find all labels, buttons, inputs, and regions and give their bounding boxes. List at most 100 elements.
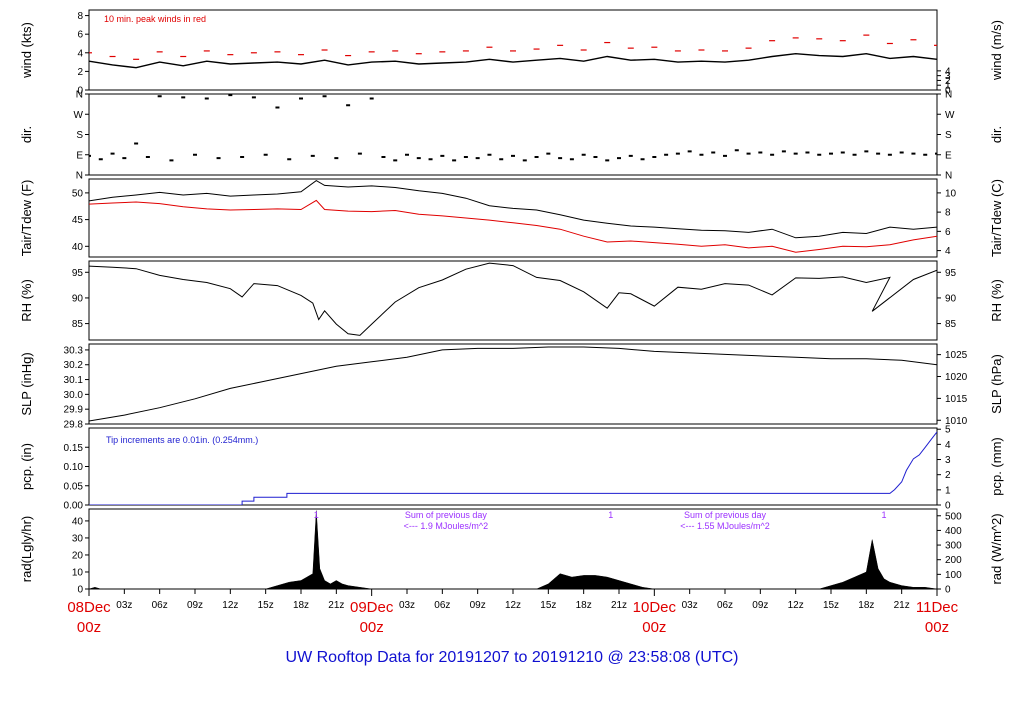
x-day-time-label: 00z bbox=[642, 619, 666, 636]
x-tick-label: 12z bbox=[222, 600, 238, 611]
y-right-tick-label: N bbox=[945, 171, 952, 182]
direction-point bbox=[204, 97, 209, 100]
y-axis-label-right: Tair/Tdew (C) bbox=[989, 179, 1004, 257]
y-axis-label-right: RH (%) bbox=[989, 279, 1004, 322]
y-axis-label: SLP (inHg) bbox=[19, 352, 34, 415]
direction-point bbox=[310, 154, 315, 157]
radiation-area bbox=[89, 510, 937, 589]
x-tick-label: 06z bbox=[717, 600, 733, 611]
y-right-tick-label: 1025 bbox=[945, 350, 968, 361]
air-temperature-line bbox=[89, 180, 937, 239]
radiation-sum-title: Sum of previous day bbox=[405, 510, 488, 520]
x-axis: 03z 06z 09z 12z 15z 18z 21z 03z 06z 09z 12z 15z 18z 2… bbox=[67, 589, 959, 636]
x-tick-label: 18z bbox=[576, 600, 592, 611]
radiation-marker: 1 bbox=[314, 510, 319, 520]
y-tick-label: 0.05 bbox=[64, 481, 84, 492]
y-right-tick-label: 6 bbox=[945, 227, 951, 238]
y-right-tick-label: E bbox=[945, 150, 952, 161]
direction-point bbox=[511, 154, 515, 157]
panel-temp: 40 45 50 4 6 8 10 Tair/Tdew (F) Tair/Tdew (C) bbox=[19, 178, 1004, 258]
x-tick-label: 06z bbox=[152, 600, 168, 611]
y-right-tick-label: 1020 bbox=[945, 372, 968, 383]
y-tick-label: W bbox=[74, 110, 84, 121]
y-tick-label: 30.2 bbox=[64, 360, 84, 371]
direction-point bbox=[675, 152, 680, 155]
direction-point bbox=[287, 158, 292, 161]
direction-point bbox=[428, 158, 433, 161]
direction-point bbox=[89, 154, 91, 157]
x-tick-label: 12z bbox=[788, 600, 804, 611]
y-right-tick-label: 2 bbox=[945, 470, 951, 481]
direction-point bbox=[687, 150, 692, 153]
y-tick-label: N bbox=[76, 90, 83, 101]
panel-frame bbox=[88, 178, 938, 258]
direction-point bbox=[569, 158, 574, 161]
direction-point bbox=[628, 154, 633, 157]
direction-point bbox=[134, 142, 139, 145]
y-right-tick-label: 8 bbox=[945, 208, 951, 219]
direction-point bbox=[181, 96, 186, 99]
x-day-time-label: 00z bbox=[360, 619, 384, 636]
y-right-tick-label: 4 bbox=[945, 440, 951, 451]
direction-point bbox=[711, 151, 716, 154]
y-tick-label: 29.8 bbox=[64, 420, 84, 431]
panel-slp: 29.8 29.9 30.0 30.1 30.2 30.3 1010 1015 1020 1025… bbox=[19, 343, 1004, 431]
chart-title: UW Rooftop Data for 20191207 to 20191210… bbox=[285, 649, 739, 666]
direction-point bbox=[405, 153, 409, 156]
y-axis-label-right: wind (m/s) bbox=[989, 20, 1004, 81]
direction-point bbox=[193, 153, 197, 156]
direction-point bbox=[793, 152, 798, 155]
direction-point bbox=[534, 156, 539, 158]
direction-point bbox=[263, 153, 268, 156]
y-tick-label: 30.0 bbox=[64, 390, 84, 401]
panel-frame bbox=[88, 9, 938, 91]
y-axis-label-right: SLP (hPa) bbox=[989, 354, 1004, 414]
direction-point bbox=[640, 158, 645, 161]
x-tick-label: 18z bbox=[858, 600, 874, 611]
y-right-tick-label: 200 bbox=[945, 555, 962, 566]
y-tick-label: 30.1 bbox=[64, 375, 84, 386]
panel-data bbox=[89, 346, 937, 422]
y-right-tick-label: 1015 bbox=[945, 394, 968, 405]
direction-point bbox=[169, 159, 174, 162]
direction-point bbox=[558, 157, 563, 160]
y-tick-label: 0 bbox=[77, 585, 83, 596]
y-right-tick-label: 400 bbox=[945, 526, 962, 537]
direction-point bbox=[546, 152, 551, 155]
direction-point bbox=[581, 153, 586, 156]
y-tick-label: 40 bbox=[72, 242, 84, 253]
y-right-tick-label: 1010 bbox=[945, 416, 968, 427]
direction-point bbox=[275, 106, 280, 109]
x-tick-label: 21z bbox=[328, 600, 344, 611]
y-tick-label: 40 bbox=[72, 516, 84, 527]
direction-point bbox=[299, 97, 303, 100]
direction-point bbox=[817, 153, 822, 156]
x-tick-label: 18z bbox=[293, 600, 309, 611]
y-right-tick-label: 0 bbox=[945, 86, 951, 97]
wind-speed-line bbox=[89, 52, 937, 69]
panel-data bbox=[89, 510, 937, 589]
y-right-tick-label: 85 bbox=[945, 319, 957, 330]
y-tick-label: 20 bbox=[72, 550, 84, 561]
direction-point bbox=[758, 151, 763, 154]
y-right-tick-label: 4 bbox=[945, 66, 951, 77]
direction-point bbox=[911, 152, 916, 155]
y-right-tick-label: 500 bbox=[945, 511, 962, 522]
x-tick-label: 15z bbox=[258, 600, 274, 611]
y-right-tick-label: 2 bbox=[945, 76, 951, 87]
y-axis-label-right: dir. bbox=[989, 126, 1004, 143]
relative-humidity-line bbox=[89, 262, 937, 336]
radiation-marker: 1 bbox=[608, 510, 613, 520]
y-tick-label: 10 bbox=[72, 567, 84, 578]
y-axis-label: RH (%) bbox=[19, 279, 34, 322]
y-axis-label-right: pcp. (mm) bbox=[989, 437, 1004, 496]
direction-point bbox=[251, 96, 256, 99]
x-tick-label: 03z bbox=[399, 600, 415, 611]
x-tick-label: 03z bbox=[682, 600, 698, 611]
panel-data bbox=[89, 94, 937, 162]
direction-point bbox=[346, 104, 351, 107]
y-tick-label: E bbox=[76, 150, 83, 161]
